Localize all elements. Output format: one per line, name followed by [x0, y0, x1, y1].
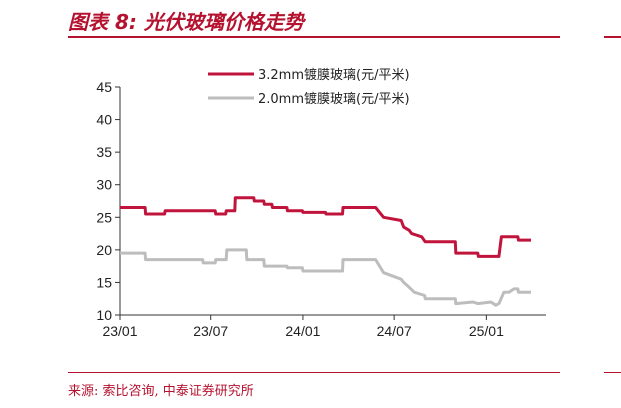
- x-tick-label: 24/07: [377, 323, 412, 339]
- title-divider: [68, 36, 560, 38]
- y-tick-label: 25: [96, 209, 112, 225]
- plot-area: 10 15 20 25 30 35 40 45 23/01 23/07 24/01 24/07 25/…: [96, 79, 546, 339]
- y-tick-label: 20: [96, 242, 112, 258]
- figure-title: 图表 8: 光伏玻璃价格走势: [68, 10, 304, 34]
- y-tick-label: 15: [96, 274, 112, 290]
- y-tick-label: 35: [96, 144, 112, 160]
- series-line-1: [120, 196, 531, 258]
- y-tick-label: 40: [96, 112, 112, 128]
- series-line-2: [120, 248, 531, 307]
- adjacent-title-divider: [604, 36, 621, 38]
- series-lines: [120, 196, 531, 307]
- x-tick-label: 24/01: [285, 323, 320, 339]
- legend: 3.2mm镀膜玻璃(元/平米) 2.0mm镀膜玻璃(元/平米): [208, 67, 410, 107]
- x-tick-label: 25/01: [469, 323, 504, 339]
- x-axis-ticks: 23/01 23/07 24/01 24/07 25/01: [102, 315, 504, 339]
- source-note: 来源: 索比咨询, 中泰证券研究所: [68, 384, 254, 399]
- footer-divider: [68, 372, 560, 373]
- y-tick-label: 10: [96, 307, 112, 323]
- y-tick-label: 30: [96, 177, 112, 193]
- legend-label: 2.0mm镀膜玻璃(元/平米): [258, 91, 410, 107]
- adjacent-footer-divider: [604, 372, 621, 373]
- x-tick-label: 23/01: [102, 323, 137, 339]
- legend-label: 3.2mm镀膜玻璃(元/平米): [258, 67, 410, 83]
- y-axis-ticks: 10 15 20 25 30 35 40 45: [96, 79, 120, 323]
- x-tick-label: 23/07: [193, 323, 228, 339]
- y-tick-label: 45: [96, 79, 112, 95]
